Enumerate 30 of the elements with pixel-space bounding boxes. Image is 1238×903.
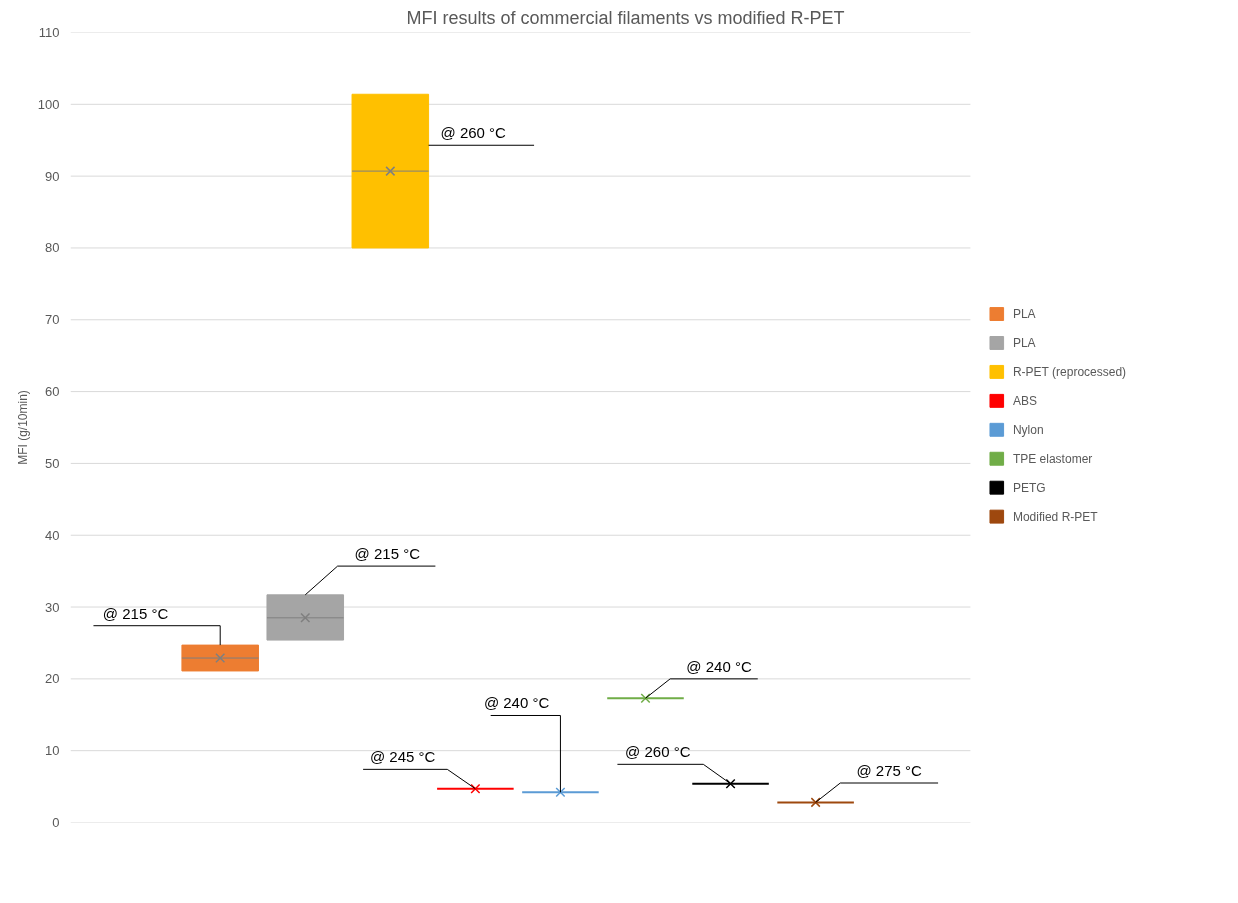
annotation: @ 240 °C bbox=[483, 694, 550, 712]
annotation: @ 275 °C bbox=[856, 762, 923, 779]
legend-label: TPE elastomer bbox=[1012, 451, 1093, 466]
legend-label: Nylon bbox=[1012, 422, 1044, 437]
y-tick-label: 90 bbox=[45, 168, 60, 184]
chart-title: MFI results of commercial filaments vs modified R-PET bbox=[406, 7, 845, 28]
legend-label: PLA bbox=[1012, 335, 1036, 350]
y-tick-label: 100 bbox=[37, 96, 60, 112]
legend-label: ABS bbox=[1012, 393, 1037, 408]
y-tick-label: 40 bbox=[45, 527, 60, 543]
annotation: @ 245 °C bbox=[369, 748, 436, 766]
annotation: @ 240 °C bbox=[686, 657, 752, 675]
y-tick-label: 50 bbox=[45, 455, 60, 471]
y-tick-label: 60 bbox=[45, 384, 60, 400]
y-tick-label: 80 bbox=[45, 240, 60, 256]
legend-label: R-PET (reprocessed) bbox=[1012, 364, 1127, 379]
y-tick-label: 110 bbox=[38, 25, 60, 40]
y-tick-label: 20 bbox=[45, 671, 60, 687]
annotation: @ 215 °C bbox=[102, 604, 169, 622]
annotation: @ 215 °C bbox=[354, 545, 421, 563]
y-tick-label: 10 bbox=[45, 743, 60, 759]
y-axis-title: MFI (g/10min) bbox=[15, 390, 30, 465]
legend-label: PLA bbox=[1012, 307, 1036, 322]
legend-label: Modified R-PET bbox=[1012, 509, 1099, 524]
y-tick-label: 30 bbox=[45, 599, 60, 615]
legend-label: PETG bbox=[1012, 480, 1046, 495]
annotation: @ 260 °C bbox=[625, 743, 691, 761]
y-tick-label: 0 bbox=[52, 815, 60, 830]
annotation: @ 260 °C bbox=[440, 124, 507, 142]
y-tick-label: 70 bbox=[45, 312, 60, 328]
